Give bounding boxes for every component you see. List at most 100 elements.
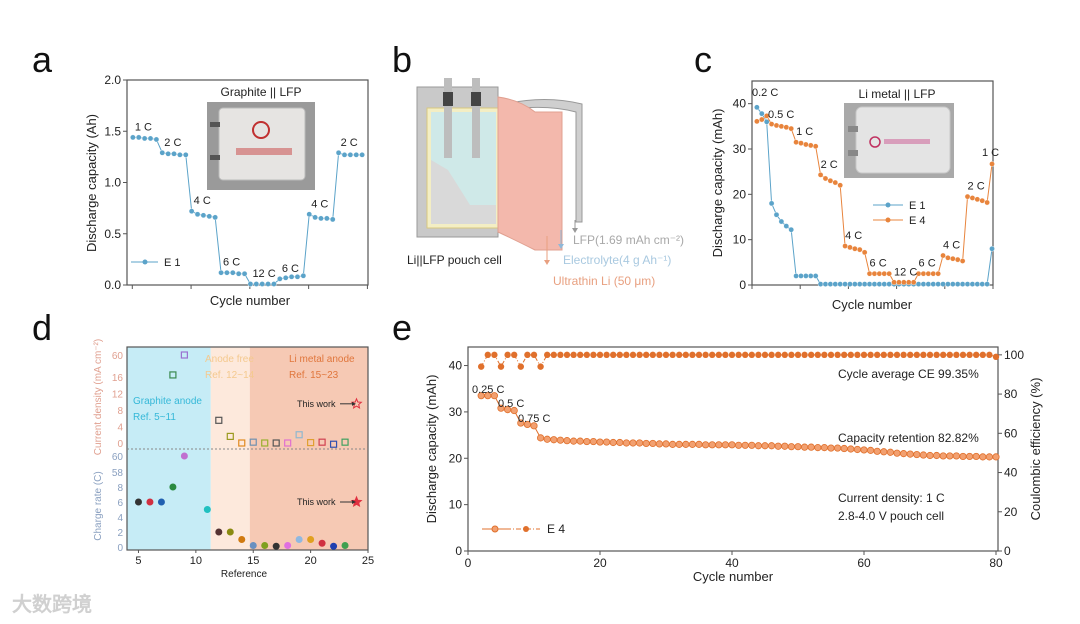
x-tick-label: 20 (593, 556, 607, 570)
ce-series-point (643, 351, 650, 359)
series-e4-point (793, 139, 799, 145)
capacity-series-point (972, 452, 980, 461)
capacity-series-point (820, 444, 829, 452)
series-e1-point (832, 281, 839, 287)
y-tick-label-bottom: 2 (117, 528, 123, 539)
ce-series-point (755, 351, 762, 359)
rate-label: 6 C (282, 263, 299, 275)
ce-series-point (880, 351, 887, 359)
label-electrolyte: Electrolyte(4 g Ah⁻¹) (563, 253, 671, 267)
legend-marker-e1 (142, 259, 148, 265)
series-e4-point (974, 196, 981, 203)
charge-rate-marker (295, 536, 303, 543)
ce-series-point (860, 351, 868, 359)
capacity-series-point (847, 445, 855, 453)
capacity-series-point (721, 441, 730, 449)
panel-d-ylabel-bottom: Charge rate (C) (93, 471, 104, 540)
region-label: Graphite anode (133, 396, 202, 407)
charge-rate-marker (157, 498, 165, 506)
capacity-series-point (510, 406, 518, 415)
series-e1-point (758, 110, 765, 117)
ce-series-point (537, 363, 544, 370)
series-e4-point (847, 244, 853, 251)
charge-rate-marker (341, 542, 349, 549)
charge-rate-marker (249, 542, 257, 549)
capacity-series-point (880, 448, 888, 456)
series-e1-point (247, 281, 254, 287)
capacity-series-point (946, 452, 954, 460)
capacity-series-point (893, 449, 901, 457)
y-tick-label-top: 12 (112, 390, 124, 401)
capacity-series-point (530, 422, 538, 430)
rate-label: 4 C (943, 240, 960, 252)
y-tick-label: 20 (733, 187, 747, 201)
capacity-series-point (497, 404, 505, 412)
x-tick-label: 20 (304, 555, 316, 567)
ce-series-point (728, 351, 736, 359)
series-e1-point (265, 281, 271, 287)
series-e1-point (288, 273, 295, 280)
series-e1-point (871, 281, 878, 287)
ce-series-point (662, 351, 670, 359)
series-e1-point (235, 270, 242, 277)
ce-series-point (801, 351, 808, 359)
series-e4-point (852, 245, 858, 252)
charge-rate-marker (238, 536, 246, 543)
rate-label: 2 C (341, 137, 358, 149)
ce-series-point (761, 351, 769, 359)
ce-series-point (530, 351, 538, 359)
ce-series-point (636, 351, 643, 359)
panel-e-chart: Cycle number Discharge capacity (mAh) Co… (424, 346, 1043, 584)
series-e1-point (259, 281, 265, 287)
capacity-series-point (536, 434, 545, 442)
series-e1-point (768, 200, 775, 207)
series-e1-point (329, 216, 336, 223)
capacity-series-point (959, 452, 967, 461)
series-e4-point (832, 179, 839, 186)
capacity-series-point (616, 438, 624, 447)
series-e1-line (132, 136, 363, 285)
ce-series-point (656, 351, 663, 359)
watermark: 大数跨境 (12, 592, 92, 616)
capacity-series-point (906, 450, 914, 458)
series-e1-point (177, 152, 183, 158)
rate-label: 2 C (164, 137, 181, 149)
charge-rate-marker (146, 498, 154, 506)
series-e4-point (935, 270, 941, 277)
ce-series-point (992, 353, 1000, 361)
ce-series-point (715, 351, 722, 359)
rate-label: 0.25 C (472, 384, 504, 396)
y-tick-label: 10 (733, 233, 747, 247)
x-tick-label: 15 (247, 555, 259, 567)
series-e4-point (812, 143, 819, 150)
ce-series-point (788, 351, 795, 359)
series-e1-point (876, 281, 883, 287)
series-e4-point (837, 182, 843, 189)
capacity-series-point (543, 435, 551, 443)
panel-a-xlabel: Cycle number (210, 293, 291, 308)
ce-series-point (583, 351, 590, 359)
ce-series-point (570, 351, 577, 359)
series-e1-point (920, 281, 927, 287)
series-e1-point (773, 211, 780, 218)
capacity-series-point (754, 442, 763, 450)
y-tick-label: 30 (733, 142, 747, 156)
panel-d-chart: Reference Current density (mA cm⁻²) Char… (93, 339, 374, 580)
ce-series-point (484, 351, 491, 359)
series-e1-point (945, 281, 951, 287)
series-e1-point (817, 281, 824, 287)
tab-left (444, 78, 452, 158)
panel-c-xlabel: Cycle number (832, 297, 913, 312)
ce-series-point (511, 351, 518, 359)
series-e1-point (312, 214, 318, 221)
capacity-series-point (939, 452, 947, 460)
this-work-label: This work (297, 497, 336, 507)
charge-rate-marker (134, 498, 142, 506)
capacity-series-point (695, 440, 703, 448)
capacity-series-point (748, 441, 756, 449)
y-tick-label: 10 (449, 498, 463, 512)
series-e1-point (300, 272, 307, 279)
y-tick-label-top: 60 (112, 351, 124, 362)
series-e1-point (282, 275, 289, 281)
